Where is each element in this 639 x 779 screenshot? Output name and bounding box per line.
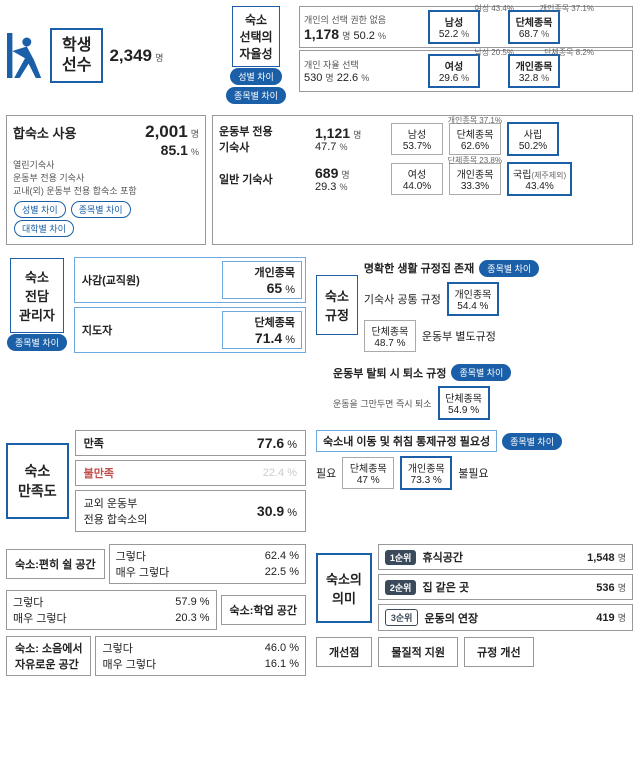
chip-event: 종목별 차이 (502, 433, 562, 450)
movement-block: 숙소내 이동 및 취침 통제규정 필요성 종목별 차이 필요 단체종목47 % … (316, 430, 633, 490)
stretch-icon (6, 33, 44, 78)
boarding-use: 합숙소 사용 2,001 명 85.1 % 열린기숙사 운동부 전용 기숙사 교… (6, 115, 206, 245)
withdraw-block: 운동부 탈퇴 시 퇴소 규정 종목별 차이 운동을 그만두면 즉시 퇴소 단체종… (333, 363, 633, 420)
chip-event: 종목별 차이 (7, 334, 67, 351)
rules-title: 숙소 규정 (316, 275, 358, 335)
chip-event: 종목별 차이 (71, 201, 131, 218)
chip-event: 종목별 차이 (451, 364, 511, 381)
manager-title: 숙소 전담 관리자 (10, 258, 64, 333)
manager-row-coach: 지도자 단체종목 71.4 % (74, 307, 306, 353)
dorm-rows: 운동부 전용 기숙사 1,121 명 47.7 % 남성53.7% 개인종목 3… (212, 115, 633, 245)
autonomy-row-free-choice: 개인 자율 선택 530 명 22.6 % 남성 20.5% 여성 29.6 %… (299, 50, 633, 92)
improve-title: 개선점 (316, 637, 372, 667)
chip-school: 대학별 차이 (14, 220, 74, 237)
title-student-athlete: 학생 선수 (50, 28, 103, 82)
title-text: 학생 선수 (62, 37, 91, 73)
satisfaction-title: 숙소 만족도 (6, 443, 69, 519)
improve-rules: 규정 개선 (464, 637, 534, 667)
chip-gender: 성별 차이 (230, 68, 282, 85)
autonomy-title: 숙소 선택의 자율성 (232, 6, 279, 67)
chip-gender: 성별 차이 (14, 201, 66, 218)
chip-event: 종목별 차이 (479, 260, 539, 277)
manager-row-staff: 사감(교직원) 개인종목 65 % (74, 257, 306, 303)
student-count: 2,349 명 (109, 46, 163, 66)
autonomy-row-no-choice: 개인의 선택 권한 없음 1,178 명 50.2 % 여성 43.4% 남성 … (299, 6, 633, 48)
meaning-title: 숙소의 의미 (316, 553, 372, 623)
improve-material: 물질적 지원 (378, 637, 458, 667)
chip-event: 종목별 차이 (226, 87, 286, 104)
